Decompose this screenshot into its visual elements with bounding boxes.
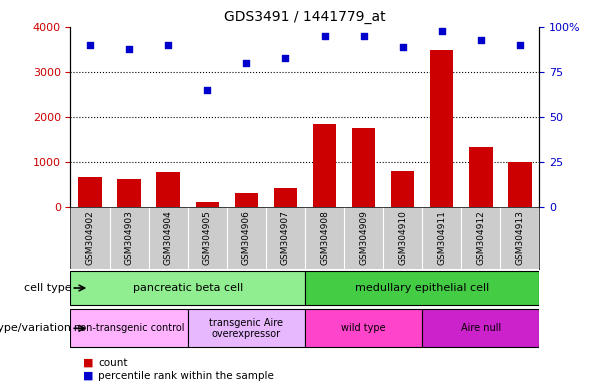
Bar [156, 172, 180, 207]
Text: ■: ■ [83, 358, 93, 368]
Text: Aire null: Aire null [461, 323, 501, 333]
Bar [235, 193, 258, 207]
Bar [70, 310, 188, 347]
Text: medullary epithelial cell: medullary epithelial cell [355, 283, 489, 293]
Point [319, 33, 329, 39]
Bar [305, 310, 422, 347]
Bar [313, 124, 336, 207]
Text: cell type: cell type [24, 283, 71, 293]
Point [85, 42, 95, 48]
Text: GSM304912: GSM304912 [476, 210, 485, 265]
Bar [305, 271, 539, 305]
Bar [508, 162, 531, 207]
Point [202, 87, 212, 93]
Text: wild type: wild type [341, 323, 386, 333]
Point [242, 60, 251, 66]
Bar [430, 50, 454, 207]
Bar [274, 189, 297, 207]
Point [124, 46, 134, 53]
Bar [352, 128, 375, 207]
Text: ■: ■ [83, 371, 93, 381]
Text: GSM304909: GSM304909 [359, 210, 368, 265]
Text: percentile rank within the sample: percentile rank within the sample [98, 371, 274, 381]
Text: GSM304903: GSM304903 [124, 210, 134, 265]
Bar [78, 177, 102, 207]
Text: GSM304904: GSM304904 [164, 210, 173, 265]
Bar [70, 271, 305, 305]
Text: GSM304911: GSM304911 [437, 210, 446, 265]
Text: pancreatic beta cell: pancreatic beta cell [132, 283, 243, 293]
Title: GDS3491 / 1441779_at: GDS3491 / 1441779_at [224, 10, 386, 25]
Point [359, 33, 368, 39]
Bar [469, 147, 493, 207]
Bar [196, 202, 219, 207]
Text: GSM304906: GSM304906 [242, 210, 251, 265]
Text: genotype/variation: genotype/variation [0, 323, 71, 333]
Text: GSM304907: GSM304907 [281, 210, 290, 265]
Text: GSM304902: GSM304902 [86, 210, 94, 265]
Bar [118, 179, 141, 207]
Text: GSM304910: GSM304910 [398, 210, 407, 265]
Bar [188, 310, 305, 347]
Bar [422, 310, 539, 347]
Point [281, 55, 291, 61]
Point [437, 28, 447, 35]
Point [398, 44, 408, 50]
Text: non-transgenic control: non-transgenic control [74, 323, 185, 333]
Point [163, 42, 173, 48]
Text: GSM304905: GSM304905 [203, 210, 211, 265]
Text: GSM304908: GSM304908 [320, 210, 329, 265]
Text: count: count [98, 358, 128, 368]
Bar [391, 171, 414, 207]
Point [515, 42, 525, 48]
Text: GSM304913: GSM304913 [516, 210, 524, 265]
Point [476, 36, 485, 43]
Text: transgenic Aire
overexpressor: transgenic Aire overexpressor [210, 318, 283, 339]
